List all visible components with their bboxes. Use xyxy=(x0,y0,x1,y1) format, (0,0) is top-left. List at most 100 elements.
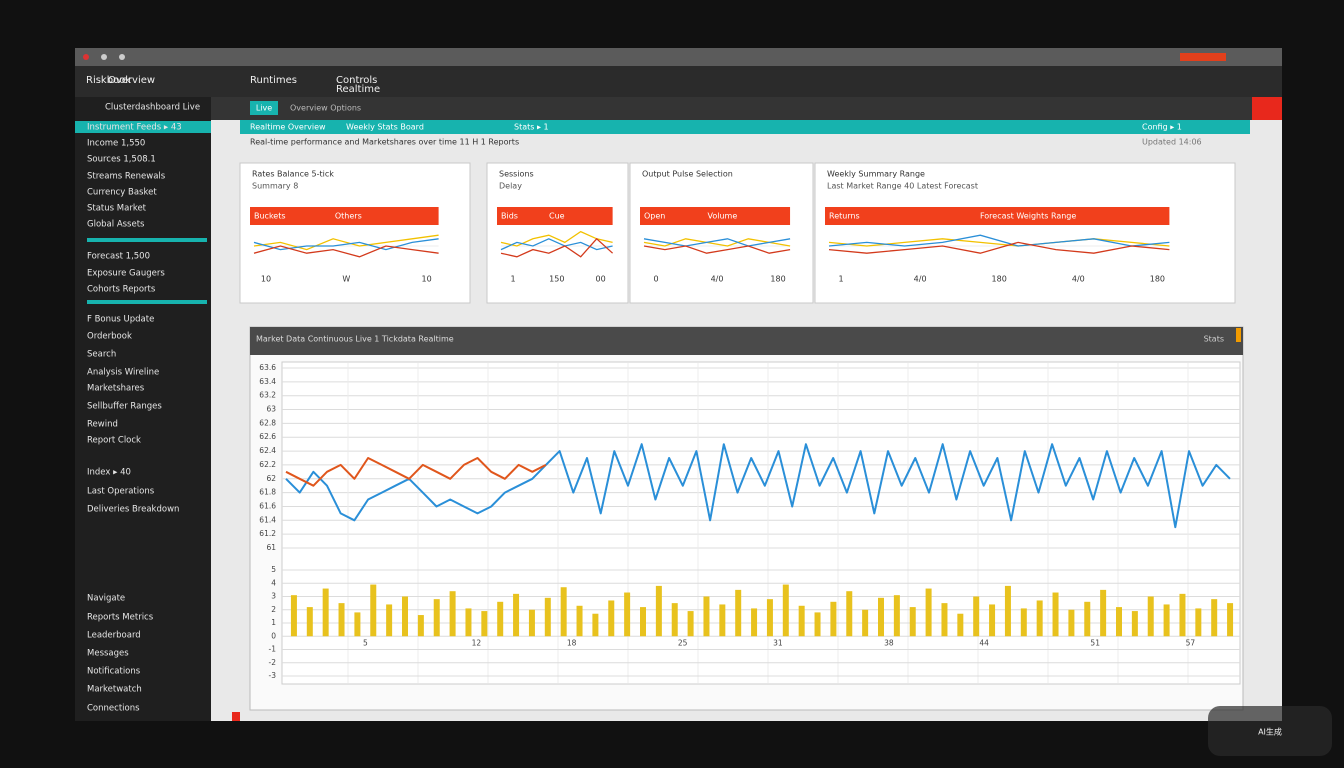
nav-item[interactable]: Overview xyxy=(108,75,155,86)
card-x-label: 0 xyxy=(653,275,658,284)
y-tick-label: 62.6 xyxy=(259,432,276,441)
sidebar-item[interactable]: Search xyxy=(87,350,116,360)
card-band-label: Forecast Weights Range xyxy=(980,212,1076,221)
bar xyxy=(941,603,948,637)
y-tick-label: 62.2 xyxy=(259,460,276,469)
line-series xyxy=(285,457,547,487)
bar xyxy=(513,593,520,637)
bar xyxy=(640,607,646,637)
window-button[interactable] xyxy=(101,54,107,60)
card-band-label: Cue xyxy=(549,212,565,221)
sidebar-item[interactable]: Analysis Wireline xyxy=(87,368,159,378)
card xyxy=(239,162,471,304)
card-x-label: 4/0 xyxy=(1072,275,1085,284)
sidebar-item[interactable]: Messages xyxy=(87,649,129,659)
bar xyxy=(624,592,631,637)
nav-item[interactable]: Runtimes xyxy=(250,75,297,86)
card-line xyxy=(253,245,439,258)
bar xyxy=(354,612,361,637)
card-band xyxy=(640,207,791,225)
bar xyxy=(751,608,758,637)
bar xyxy=(560,587,567,637)
watermark-bg xyxy=(1208,706,1332,756)
x-tick-label: 44 xyxy=(979,638,989,647)
corner-marker xyxy=(232,712,240,721)
card-band xyxy=(250,207,439,225)
title-bar xyxy=(75,48,1282,66)
watermark: AI生成 xyxy=(1258,727,1282,737)
card-x-label: 10 xyxy=(422,275,432,284)
bar xyxy=(893,595,900,637)
bar xyxy=(1036,600,1043,637)
sidebar-item[interactable]: Cohorts Reports xyxy=(87,285,156,295)
sidebar-item[interactable]: Notifications xyxy=(87,667,141,677)
sidebar-item[interactable]: Deliveries Breakdown xyxy=(87,505,179,515)
sidebar-item[interactable]: Index ▸ 40 xyxy=(87,468,131,478)
y-tick-label: -3 xyxy=(269,671,277,680)
bar xyxy=(782,584,789,637)
sidebar-item[interactable]: Global Assets xyxy=(87,220,145,230)
sidebar-item[interactable]: Exposure Gaugers xyxy=(87,269,165,279)
sidebar-item[interactable]: Currency Basket xyxy=(87,188,157,198)
window-button[interactable] xyxy=(83,54,89,60)
nav-item[interactable]: Riskbook xyxy=(86,75,131,86)
bar xyxy=(703,596,710,637)
banner-text: Weekly Stats Board xyxy=(346,123,424,132)
sidebar-item[interactable]: Reports Metrics xyxy=(87,613,154,623)
card-x-label: 180 xyxy=(992,275,1007,284)
sidebar-item[interactable]: Orderbook xyxy=(87,332,132,342)
top-nav xyxy=(75,66,1282,97)
sidebar-item[interactable]: Leaderboard xyxy=(87,631,141,641)
sidebar-item[interactable]: Status Market xyxy=(87,204,147,214)
sidebar-item[interactable]: Streams Renewals xyxy=(87,172,166,182)
bar xyxy=(1211,599,1218,637)
bar xyxy=(1068,609,1075,637)
card xyxy=(814,162,1236,304)
bar xyxy=(687,611,694,637)
bar xyxy=(989,604,996,637)
bar xyxy=(1100,589,1107,637)
sidebar-item[interactable]: Last Operations xyxy=(87,487,155,497)
sidebar-item[interactable]: Marketshares xyxy=(87,384,145,394)
sidebar xyxy=(75,97,211,721)
sidebar-item[interactable]: Instrument Feeds ▸ 43 xyxy=(87,123,182,133)
window-button[interactable] xyxy=(119,54,125,60)
card-band xyxy=(497,207,613,225)
banner xyxy=(240,120,1250,134)
sidebar-item[interactable]: Navigate xyxy=(87,594,125,604)
bar xyxy=(608,600,615,637)
card-subtitle: Delay xyxy=(499,182,522,191)
sidebar-item[interactable]: Forecast 1,500 xyxy=(87,252,150,262)
y-tick-label: 0 xyxy=(271,631,276,640)
sidebar-item[interactable]: Sources 1,508.1 xyxy=(87,155,156,165)
tab[interactable]: Live xyxy=(256,104,272,113)
bar xyxy=(814,612,821,637)
bar xyxy=(290,595,297,637)
banner-text: Config ▸ 1 xyxy=(1142,123,1182,132)
y-tick-label: 1 xyxy=(271,618,276,627)
card-band-label: Returns xyxy=(829,212,860,221)
nav-item[interactable]: Controls xyxy=(336,75,377,86)
sidebar-item[interactable]: Rewind xyxy=(87,420,118,430)
alert-badge[interactable] xyxy=(1252,97,1282,120)
sidebar-item[interactable]: Marketwatch xyxy=(87,685,142,695)
sidebar-item[interactable]: F Bonus Update xyxy=(87,315,154,325)
tab[interactable]: Overview Options xyxy=(290,104,361,113)
bar xyxy=(798,605,805,637)
chart-corner: Stats xyxy=(1204,335,1224,344)
tab-bar xyxy=(211,97,1282,120)
card-x-label: 150 xyxy=(549,275,564,284)
sidebar-item[interactable]: Sellbuffer Ranges xyxy=(87,402,162,412)
subheader-meta: Updated 14:06 xyxy=(1142,138,1202,147)
tab-active[interactable] xyxy=(250,101,278,115)
x-tick-label: 5 xyxy=(363,638,368,647)
bar xyxy=(909,607,916,637)
sidebar-item[interactable]: Income 1,550 xyxy=(87,139,145,149)
sidebar-active xyxy=(75,121,211,133)
bar xyxy=(592,613,599,637)
sidebar-progress xyxy=(87,238,207,242)
x-tick-label: 38 xyxy=(884,638,894,647)
bar xyxy=(830,601,837,637)
sidebar-item[interactable]: Connections xyxy=(87,704,140,714)
sidebar-item[interactable]: Report Clock xyxy=(87,436,141,446)
